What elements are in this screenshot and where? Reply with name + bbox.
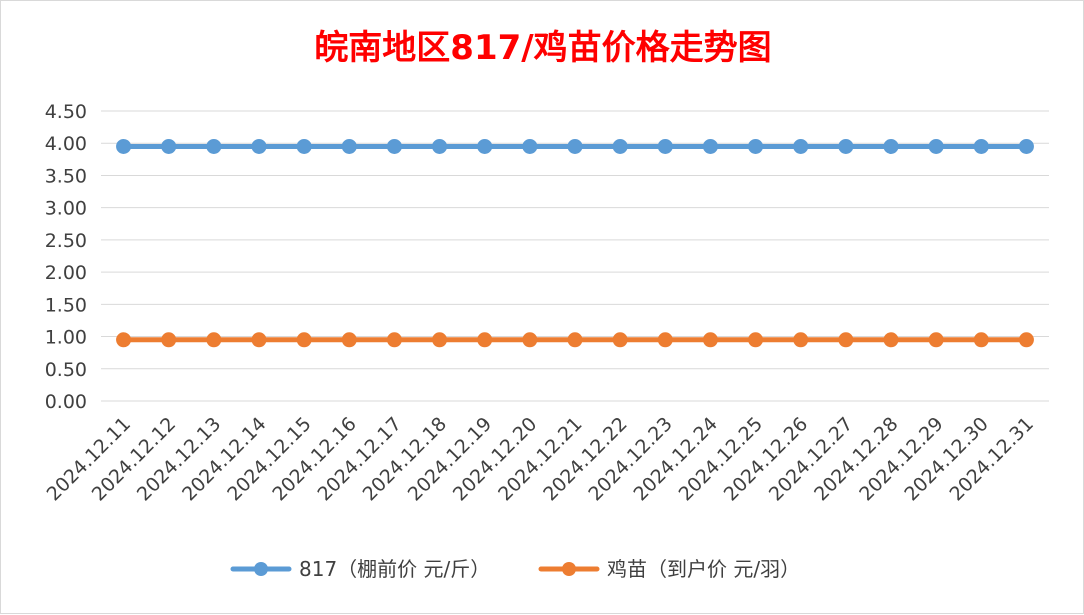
y-tick-label: 4.50 — [45, 101, 87, 123]
data-point — [341, 332, 357, 348]
series-lines — [116, 138, 1034, 348]
data-point — [748, 332, 764, 348]
y-tick-label: 1.50 — [45, 294, 87, 316]
data-point — [838, 332, 854, 348]
data-point — [928, 332, 944, 348]
legend-marker — [254, 562, 268, 576]
data-point — [161, 332, 177, 348]
data-point — [251, 138, 267, 154]
y-tick-label: 3.50 — [45, 165, 87, 187]
data-point — [522, 332, 538, 348]
y-tick-label: 4.00 — [45, 133, 87, 155]
data-point — [206, 138, 222, 154]
data-point — [612, 138, 628, 154]
data-point — [612, 332, 628, 348]
data-point — [973, 332, 989, 348]
data-point — [973, 138, 989, 154]
x-axis-ticks: 2024.12.112024.12.122024.12.132024.12.14… — [43, 413, 1038, 505]
y-axis-ticks: 0.00 0.50 1.00 1.50 2.00 2.50 3.00 3.50 4.00 4.50 — [45, 101, 87, 413]
data-point — [793, 332, 809, 348]
data-point — [702, 138, 718, 154]
data-point — [341, 138, 357, 154]
data-point — [657, 138, 673, 154]
data-point — [702, 332, 718, 348]
data-point — [251, 332, 267, 348]
data-point — [477, 138, 493, 154]
legend-label: 鸡苗（到户价 元/羽） — [607, 557, 800, 581]
legend-marker — [562, 562, 576, 576]
data-point — [928, 138, 944, 154]
data-point — [206, 332, 222, 348]
y-tick-label: 0.00 — [45, 391, 87, 413]
legend-label: 817（棚前价 元/斤） — [299, 557, 490, 581]
y-tick-label: 1.00 — [45, 327, 87, 349]
data-point — [1018, 138, 1034, 154]
chart-title: 皖南地区817/鸡苗价格走势图 — [314, 28, 771, 68]
data-point — [1018, 332, 1034, 348]
y-tick-label: 3.00 — [45, 198, 87, 220]
y-tick-label: 2.00 — [45, 262, 87, 284]
data-point — [116, 332, 132, 348]
data-point — [116, 138, 132, 154]
data-point — [657, 332, 673, 348]
data-point — [522, 138, 538, 154]
data-point — [296, 332, 312, 348]
data-point — [883, 138, 899, 154]
legend: 817（棚前价 元/斤） 鸡苗（到户价 元/羽） — [230, 557, 800, 581]
y-tick-label: 2.50 — [45, 230, 87, 252]
y-tick-label: 0.50 — [45, 359, 87, 381]
data-point — [386, 332, 402, 348]
data-point — [386, 138, 402, 154]
data-point — [477, 332, 493, 348]
data-point — [432, 332, 448, 348]
data-point — [838, 138, 854, 154]
data-point — [432, 138, 448, 154]
gridlines — [101, 110, 1049, 402]
data-point — [883, 332, 899, 348]
data-point — [793, 138, 809, 154]
data-point — [567, 138, 583, 154]
data-point — [748, 138, 764, 154]
data-point — [161, 138, 177, 154]
data-point — [567, 332, 583, 348]
data-point — [296, 138, 312, 154]
